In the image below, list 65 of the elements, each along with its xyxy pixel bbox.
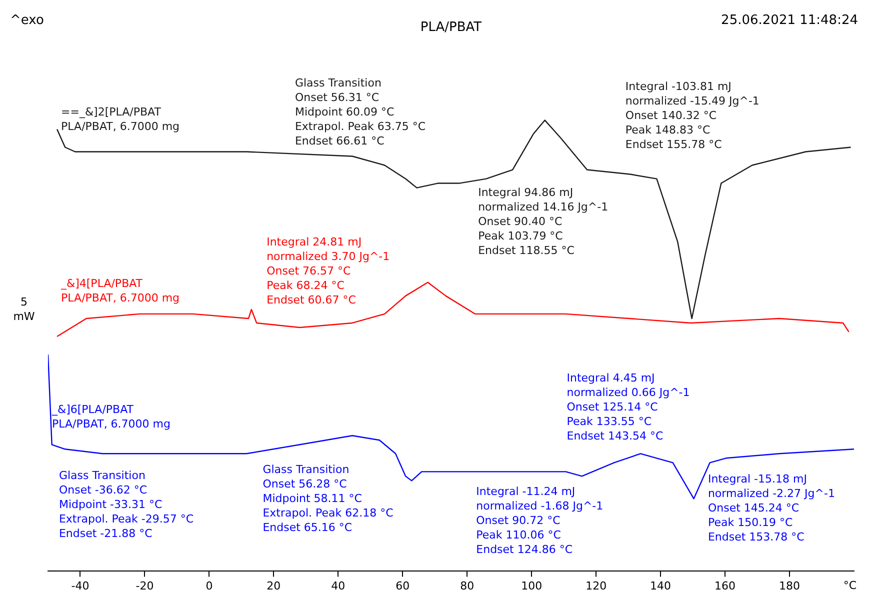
- annotation: normalized 0.66 Jg^-1: [566, 386, 690, 399]
- annotation: Integral 4.45 mJ: [566, 371, 655, 384]
- annotation: Glass Transition: [58, 469, 146, 482]
- annotation: Peak 103.79 °C: [478, 230, 564, 243]
- annotation: Midpoint 58.11 °C: [262, 492, 362, 505]
- annotation: Endset 65.16 °C: [262, 520, 352, 534]
- annotation: Peak 133.55 °C: [566, 414, 652, 428]
- x-tick-label: 140: [650, 579, 672, 592]
- annotation: Endset 118.55 °C: [478, 244, 575, 258]
- x-tick-label: 100: [521, 579, 542, 592]
- annotation: Endset 60.67 °C: [266, 293, 356, 306]
- annotation: normalized 14.16 Jg^-1: [478, 200, 608, 214]
- annotation: Onset -36.62 °C: [58, 484, 148, 497]
- text: Glass Transition: [294, 76, 382, 90]
- x-tick-label: 20: [266, 579, 281, 592]
- text: ^exo: [10, 12, 44, 28]
- x-tick-label: 180: [779, 579, 800, 592]
- annotation: Peak 150.19 °C: [708, 516, 794, 529]
- x-tick-label: 160: [714, 579, 736, 592]
- text: Integral -103.81 mJ: [625, 80, 732, 93]
- annotation: Extrapol. Peak 62.18 °C: [262, 506, 394, 520]
- annotation: Endset -21.88 °C: [58, 527, 153, 540]
- annotation: normalized -1.68 Jg^-1: [476, 499, 604, 512]
- text: Onset 56.31 °C: [294, 91, 380, 104]
- y-axis-title: 5 mW: [13, 296, 35, 324]
- annotation: normalized 3.70 Jg^-1: [266, 250, 390, 263]
- x-tick-label: -20: [136, 579, 154, 592]
- annotation: Endset 143.54 °C: [566, 429, 664, 442]
- text: Midpoint 60.09 °C: [294, 106, 395, 119]
- annotation: Endset 155.78 °C: [625, 138, 722, 151]
- text: normalized -15.49 Jg^-1: [625, 94, 760, 108]
- annotation: Onset 56.28 °C: [262, 477, 348, 490]
- annotation: Extrapol. Peak -29.57 °C: [58, 512, 194, 526]
- x-tick-label: 120: [586, 579, 607, 592]
- annotation: Onset 76.57 °C: [266, 264, 352, 278]
- annotation: Integral 24.81 mJ: [266, 235, 362, 248]
- annotation: Onset 90.40 °C: [478, 215, 563, 228]
- annotation: Integral -11.24 mJ: [476, 484, 576, 498]
- annotation: Onset 140.32 °C: [625, 108, 717, 122]
- x-axis-title: °C: [843, 579, 857, 592]
- series-label: _&]6[PLA/PBAT PLA/PBAT, 6.7000 mg: [51, 402, 170, 430]
- annotation: Extrapol. Peak 63.75 °C: [294, 120, 426, 134]
- annotation: Endset 153.78 °C: [708, 530, 805, 544]
- annotation: Endset 124.86 °C: [476, 542, 573, 556]
- annotation: Glass Transition: [262, 462, 350, 476]
- chart-title: PLA/PBAT: [420, 20, 482, 36]
- x-tick-label: 40: [331, 579, 346, 592]
- x-tick-label: 0: [206, 579, 213, 592]
- text: 25.06.2021 11:48:24: [721, 12, 858, 28]
- annotation: Integral 94.86 mJ: [478, 186, 574, 200]
- annotation: normalized -2.27 Jg^-1: [708, 486, 835, 500]
- annotation: Integral -15.18 mJ: [708, 472, 807, 486]
- annotation: Peak 148.83 °C: [625, 123, 711, 136]
- annotation: Endset 66.61 °C: [294, 134, 385, 148]
- annotation: Onset 125.14 °C: [566, 400, 658, 414]
- x-tick-label: -40: [71, 579, 90, 592]
- series-label: ==_&]2[PLA/PBAT PLA/PBAT, 6.7000 mg: [61, 106, 180, 134]
- annotation: Peak 68.24 °C: [266, 278, 345, 292]
- series-label: _&]4[PLA/PBAT PLA/PBAT, 6.7000 mg: [60, 276, 180, 304]
- x-tick-label: 80: [460, 579, 474, 592]
- annotation: Onset 145.24 °C: [708, 501, 800, 514]
- annotation: Midpoint -33.31 °C: [58, 498, 162, 512]
- annotation: Peak 110.06 °C: [476, 528, 562, 542]
- annotation: Onset 90.72 °C: [476, 514, 561, 527]
- x-tick-label: 60: [396, 579, 410, 592]
